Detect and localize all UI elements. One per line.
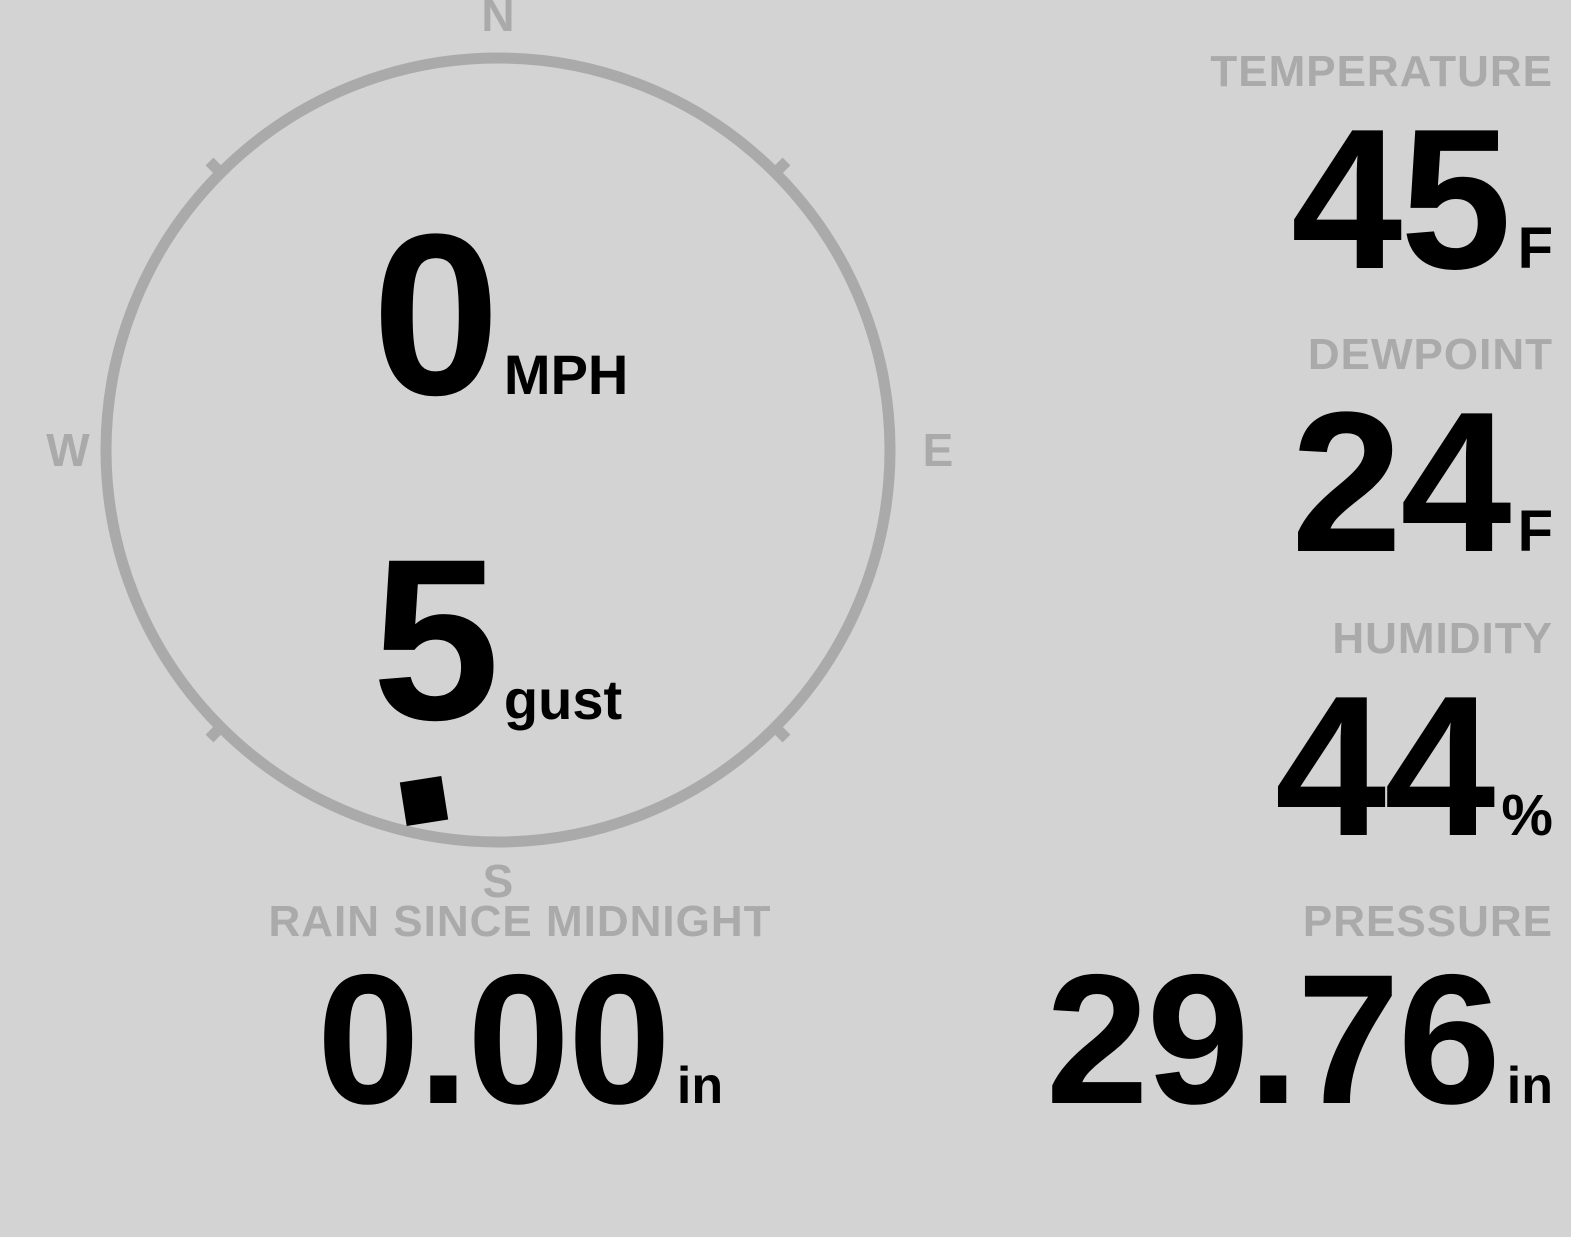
temperature-panel: TEMPERATURE 45 F [913,50,1553,300]
humidity-unit: % [1501,783,1553,848]
compass-label-south: S [482,855,514,907]
humidity-value: 44 [1274,655,1495,878]
compass-label-north: N [481,0,515,41]
compass-label-west: W [46,424,90,476]
dewpoint-unit: F [1517,499,1553,564]
dewpoint-label: DEWPOINT [1307,330,1553,379]
wind-speed-unit: MPH [503,343,629,406]
humidity-panel: HUMIDITY 44 % [913,617,1553,867]
rain-unit: in [676,1057,724,1115]
wind-gust-value: 5 [372,511,500,768]
temperature-value-row: 45 F [913,100,1553,300]
pressure-panel: PRESSURE 29.76 in [853,900,1553,1133]
wind-direction-marker-icon [399,775,449,827]
temperature-unit: F [1517,216,1553,281]
pressure-value: 29.76 [1045,937,1501,1143]
rain-label: RAIN SINCE MIDNIGHT [268,897,772,946]
pressure-label: PRESSURE [1302,897,1553,946]
wind-gust-readout: 5 gust [372,525,622,755]
rain-panel: RAIN SINCE MIDNIGHT 0.00 in [180,900,860,1133]
dewpoint-value-row: 24 F [913,383,1553,583]
humidity-label: HUMIDITY [1332,614,1553,663]
pressure-unit: in [1506,1057,1553,1115]
rain-value: 0.00 [316,937,671,1143]
rain-value-row: 0.00 in [180,948,860,1133]
wind-dial: N E S W 0 MPH 5 gust [0,0,1000,910]
temperature-label: TEMPERATURE [1210,47,1553,96]
dewpoint-value: 24 [1291,371,1511,594]
dewpoint-panel: DEWPOINT 24 F [913,333,1553,583]
temperature-value: 45 [1291,88,1511,311]
wind-speed-readout: 0 MPH [372,200,628,430]
humidity-value-row: 44 % [913,667,1553,867]
wind-speed-value: 0 [372,186,500,443]
wind-gust-unit: gust [503,668,623,731]
compass-ring [98,50,898,850]
compass-label-east: E [922,424,954,476]
pressure-value-row: 29.76 in [853,948,1553,1133]
